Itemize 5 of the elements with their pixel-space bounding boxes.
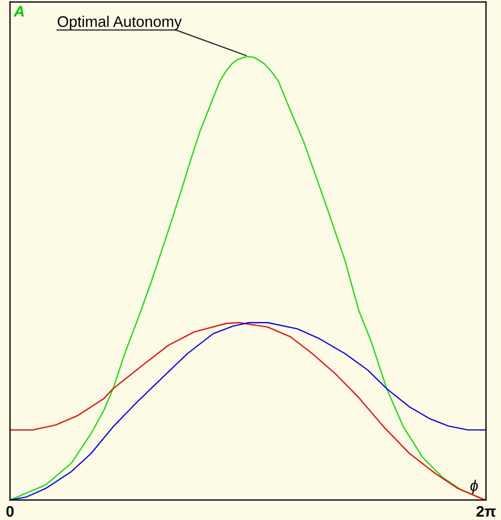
x-tick-label: 2π xyxy=(476,506,496,517)
x-tick-label: 0 xyxy=(6,506,14,517)
y-axis-title: A xyxy=(13,6,24,17)
annotation: Optimal Autonomy xyxy=(58,16,182,30)
x-axis-title: ϕ xyxy=(470,480,478,494)
